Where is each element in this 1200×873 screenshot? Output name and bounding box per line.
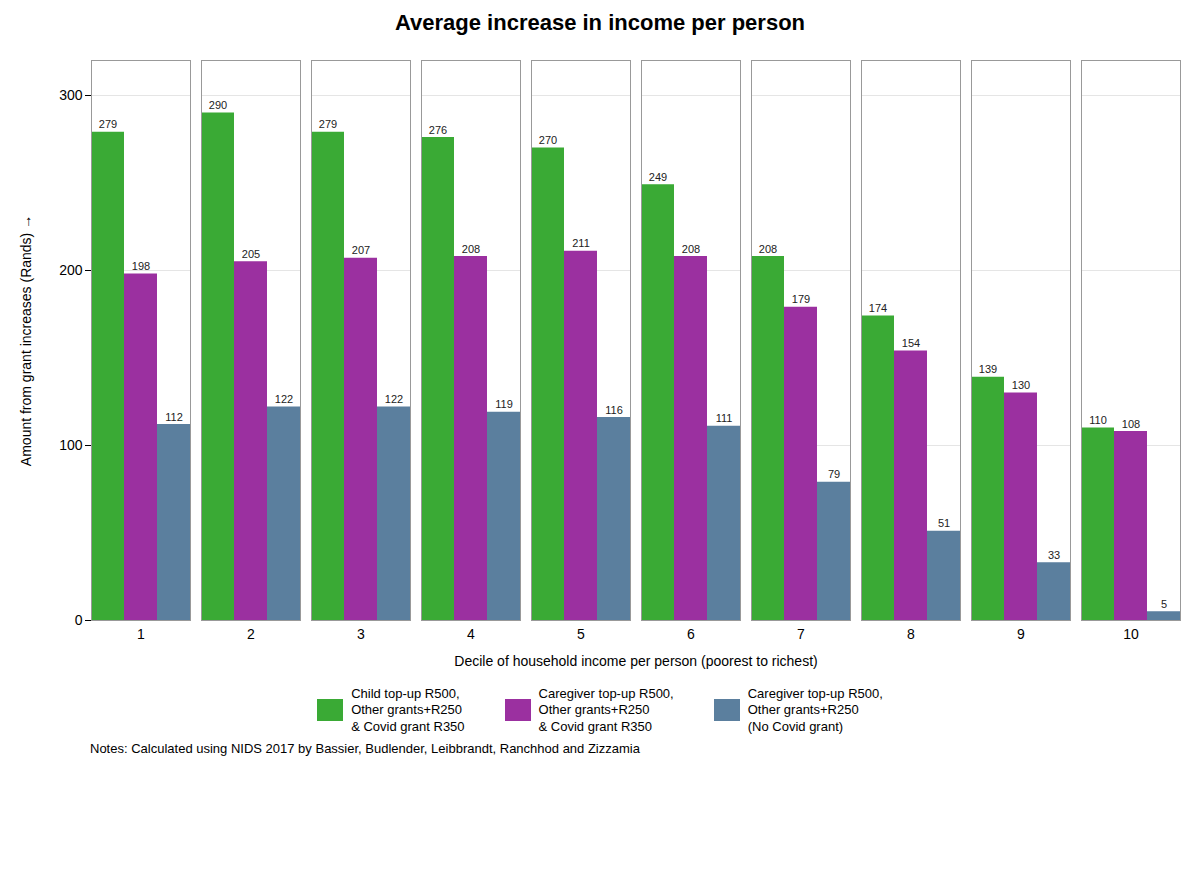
svg-text:207: 207 xyxy=(352,244,370,256)
svg-text:276: 276 xyxy=(429,124,447,136)
svg-text:116: 116 xyxy=(605,404,623,416)
svg-text:0: 0 xyxy=(75,612,83,628)
svg-text:9: 9 xyxy=(1017,626,1025,642)
svg-text:Decile of household income per: Decile of household income per person (p… xyxy=(454,653,817,669)
svg-text:100: 100 xyxy=(59,437,83,453)
svg-text:Amount from grant increases (R: Amount from grant increases (Rands) → xyxy=(18,215,34,466)
svg-text:130: 130 xyxy=(1012,379,1030,391)
html-text:Caregiver top-up R500, Other g: Caregiver top-up R500, Other grants+R250… xyxy=(747,686,883,734)
svg-text:33: 33 xyxy=(1048,549,1060,561)
svg-text:179: 179 xyxy=(792,293,810,305)
svg-text:122: 122 xyxy=(385,393,403,405)
svg-text:270: 270 xyxy=(539,134,557,146)
svg-text:139: 139 xyxy=(979,363,997,375)
svg-text:154: 154 xyxy=(902,337,920,349)
svg-text:174: 174 xyxy=(869,302,887,314)
svg-text:208: 208 xyxy=(759,243,777,255)
svg-text:108: 108 xyxy=(1122,418,1140,430)
svg-text:122: 122 xyxy=(275,393,293,405)
svg-text:208: 208 xyxy=(462,243,480,255)
svg-text:2: 2 xyxy=(247,626,255,642)
svg-text:110: 110 xyxy=(1089,414,1107,426)
svg-text:1: 1 xyxy=(137,626,145,642)
svg-text:208: 208 xyxy=(682,243,700,255)
svg-text:7: 7 xyxy=(797,626,805,642)
html-text:Average increase in income per: Average increase in income per person xyxy=(395,10,805,35)
svg-text:290: 290 xyxy=(209,99,227,111)
svg-text:279: 279 xyxy=(319,118,337,130)
svg-text:112: 112 xyxy=(165,411,183,423)
svg-text:200: 200 xyxy=(59,262,83,278)
svg-text:279: 279 xyxy=(99,118,117,130)
svg-text:5: 5 xyxy=(1161,598,1167,610)
svg-text:3: 3 xyxy=(357,626,365,642)
svg-text:111: 111 xyxy=(716,412,733,424)
svg-text:4: 4 xyxy=(467,626,475,642)
html-text:Child top-up R500, Other grant: Child top-up R500, Other grants+R250 & C… xyxy=(351,686,465,734)
html-text:Caregiver top-up R500, Other g: Caregiver top-up R500, Other grants+R250… xyxy=(538,686,674,734)
svg-text:300: 300 xyxy=(59,87,83,103)
svg-text:10: 10 xyxy=(1123,626,1139,642)
svg-text:211: 211 xyxy=(572,237,590,249)
svg-text:249: 249 xyxy=(649,171,667,183)
html-text:Notes: Calculated using NIDS 2: Notes: Calculated using NIDS 2017 by Bas… xyxy=(90,740,640,756)
svg-text:205: 205 xyxy=(242,248,260,260)
svg-text:198: 198 xyxy=(132,260,150,272)
svg-text:51: 51 xyxy=(938,517,950,529)
svg-text:5: 5 xyxy=(577,626,585,642)
svg-text:119: 119 xyxy=(495,398,513,410)
svg-text:8: 8 xyxy=(907,626,915,642)
svg-text:6: 6 xyxy=(687,626,695,642)
svg-text:79: 79 xyxy=(828,468,840,480)
